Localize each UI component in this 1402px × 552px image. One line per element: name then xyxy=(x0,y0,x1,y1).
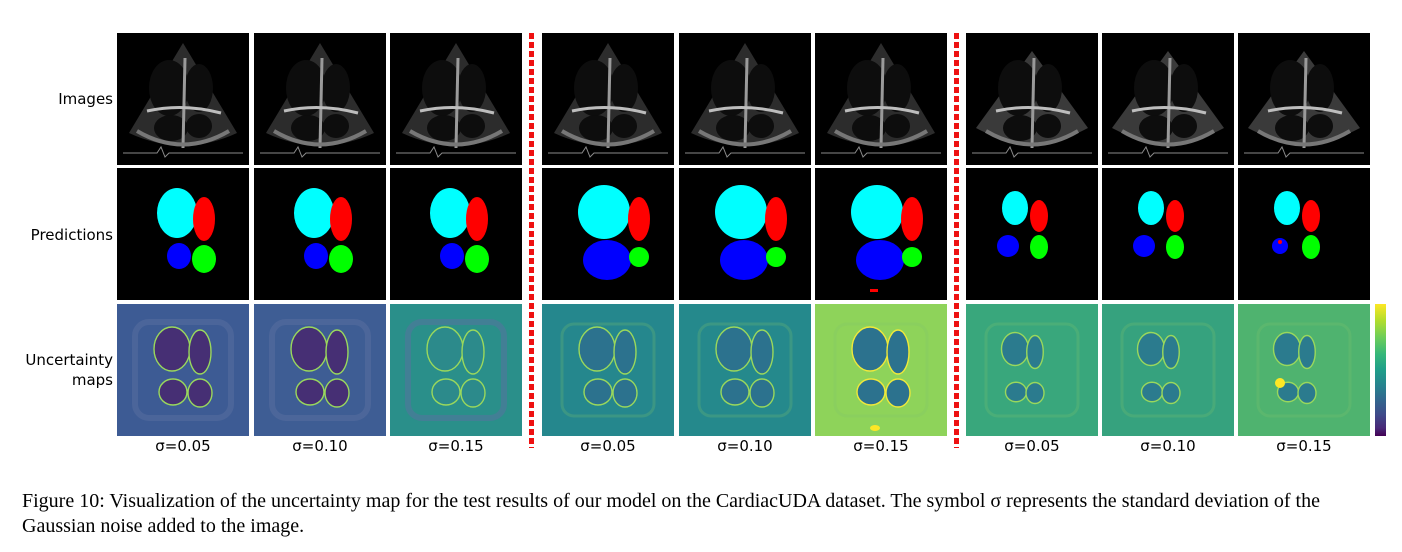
uncertainty-map-tile xyxy=(966,304,1098,436)
row-label-uncertainty-line1: Uncertainty xyxy=(25,351,113,369)
sigma-label: σ=0.05 xyxy=(155,437,211,455)
sigma-label: σ=0.05 xyxy=(1004,437,1060,455)
echo-image-tile xyxy=(254,33,386,165)
prediction-tile xyxy=(815,168,947,300)
row-label-images: Images xyxy=(58,90,113,108)
sigma-label: σ=0.10 xyxy=(1140,437,1196,455)
prediction-tile xyxy=(679,168,811,300)
prediction-tile xyxy=(390,168,522,300)
echo-image-tile xyxy=(679,33,811,165)
uncertainty-map-tile xyxy=(390,304,522,436)
uncertainty-map-tile xyxy=(117,304,249,436)
prediction-tile xyxy=(542,168,674,300)
prediction-tile xyxy=(966,168,1098,300)
uncertainty-map-tile xyxy=(254,304,386,436)
prediction-tile xyxy=(1238,168,1370,300)
uncertainty-map-tile xyxy=(679,304,811,436)
prediction-tile xyxy=(254,168,386,300)
uncertainty-map-tile xyxy=(815,304,947,436)
uncertainty-colorbar xyxy=(1375,304,1386,436)
group-separator-1 xyxy=(529,33,534,448)
echo-image-tile xyxy=(390,33,522,165)
sigma-label: σ=0.10 xyxy=(717,437,773,455)
prediction-tile xyxy=(1102,168,1234,300)
group-separator-2 xyxy=(954,33,959,448)
echo-image-tile xyxy=(1238,33,1370,165)
row-label-uncertainty-line2: maps xyxy=(71,371,113,389)
sigma-label: σ=0.15 xyxy=(853,437,909,455)
prediction-tile xyxy=(117,168,249,300)
echo-image-tile xyxy=(1102,33,1234,165)
echo-image-tile xyxy=(117,33,249,165)
uncertainty-map-tile xyxy=(1102,304,1234,436)
row-label-uncertainty: Uncertainty maps xyxy=(0,350,113,390)
sigma-label: σ=0.05 xyxy=(580,437,636,455)
echo-image-tile xyxy=(815,33,947,165)
echo-image-tile xyxy=(966,33,1098,165)
echo-image-tile xyxy=(542,33,674,165)
sigma-label: σ=0.15 xyxy=(1276,437,1332,455)
sigma-label: σ=0.10 xyxy=(292,437,348,455)
sigma-label: σ=0.15 xyxy=(428,437,484,455)
row-label-predictions: Predictions xyxy=(30,226,113,244)
uncertainty-map-tile xyxy=(542,304,674,436)
uncertainty-map-tile xyxy=(1238,304,1370,436)
figure-caption: Figure 10: Visualization of the uncertai… xyxy=(22,490,1320,537)
